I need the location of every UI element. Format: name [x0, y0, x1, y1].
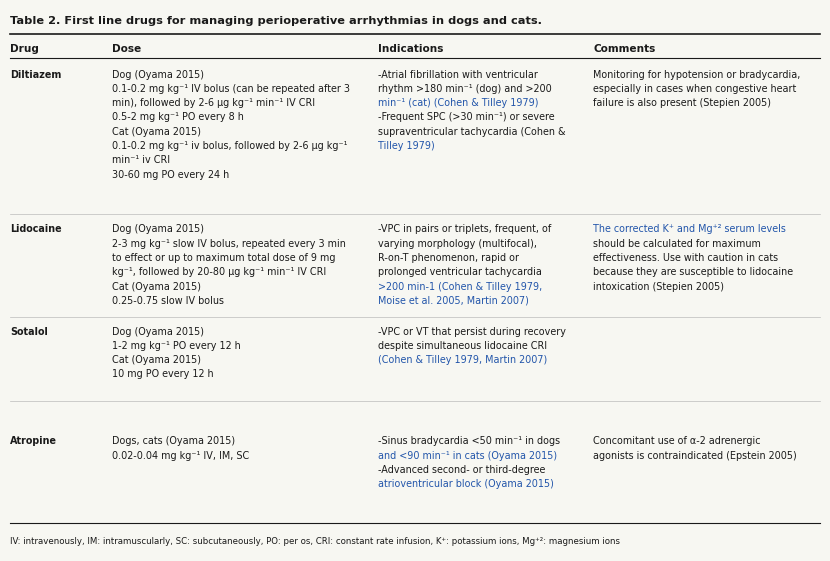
Text: -Advanced second- or third-degree: -Advanced second- or third-degree	[378, 465, 545, 475]
Text: 0.02-0.04 mg kg⁻¹ IV, IM, SC: 0.02-0.04 mg kg⁻¹ IV, IM, SC	[112, 451, 249, 461]
Text: -VPC or VT that persist during recovery: -VPC or VT that persist during recovery	[378, 327, 566, 337]
Text: varying morphology (multifocal),: varying morphology (multifocal),	[378, 239, 537, 249]
Text: R-on-T phenomenon, rapid or: R-on-T phenomenon, rapid or	[378, 253, 519, 263]
Text: to effect or up to maximum total dose of 9 mg: to effect or up to maximum total dose of…	[112, 253, 335, 263]
Text: Moise et al. 2005, Martin 2007): Moise et al. 2005, Martin 2007)	[378, 296, 529, 306]
Text: min⁻¹ iv CRI: min⁻¹ iv CRI	[112, 155, 170, 165]
Text: Cat (Oyama 2015): Cat (Oyama 2015)	[112, 282, 201, 292]
Text: Indications: Indications	[378, 44, 443, 54]
Text: 30-60 mg PO every 24 h: 30-60 mg PO every 24 h	[112, 169, 229, 180]
Text: Comments: Comments	[593, 44, 656, 54]
Text: 0.5-2 mg kg⁻¹ PO every 8 h: 0.5-2 mg kg⁻¹ PO every 8 h	[112, 112, 244, 122]
Text: Atropine: Atropine	[10, 436, 57, 447]
Text: -VPC in pairs or triplets, frequent, of: -VPC in pairs or triplets, frequent, of	[378, 224, 551, 234]
Text: failure is also present (Stepien 2005): failure is also present (Stepien 2005)	[593, 98, 771, 108]
Text: because they are susceptible to lidocaine: because they are susceptible to lidocain…	[593, 267, 793, 277]
Text: Cat (Oyama 2015): Cat (Oyama 2015)	[112, 127, 201, 137]
Text: Sotalol: Sotalol	[10, 327, 48, 337]
Text: Dose: Dose	[112, 44, 141, 54]
Text: -Atrial fibrillation with ventricular: -Atrial fibrillation with ventricular	[378, 70, 538, 80]
Text: despite simultaneous lidocaine CRI: despite simultaneous lidocaine CRI	[378, 341, 547, 351]
Text: Dog (Oyama 2015): Dog (Oyama 2015)	[112, 224, 204, 234]
Text: 10 mg PO every 12 h: 10 mg PO every 12 h	[112, 370, 213, 379]
Text: supraventricular tachycardia (Cohen &: supraventricular tachycardia (Cohen &	[378, 127, 565, 137]
Text: Concomitant use of α-2 adrenergic: Concomitant use of α-2 adrenergic	[593, 436, 761, 447]
Text: and <90 min⁻¹ in cats (Oyama 2015): and <90 min⁻¹ in cats (Oyama 2015)	[378, 451, 557, 461]
Text: -Frequent SPC (>30 min⁻¹) or severe: -Frequent SPC (>30 min⁻¹) or severe	[378, 112, 554, 122]
Text: 2-3 mg kg⁻¹ slow IV bolus, repeated every 3 min: 2-3 mg kg⁻¹ slow IV bolus, repeated ever…	[112, 239, 346, 249]
Text: especially in cases when congestive heart: especially in cases when congestive hear…	[593, 84, 797, 94]
Text: >200 min-1 (Cohen & Tilley 1979,: >200 min-1 (Cohen & Tilley 1979,	[378, 282, 542, 292]
Text: Cat (Oyama 2015): Cat (Oyama 2015)	[112, 355, 201, 365]
Text: Dog (Oyama 2015): Dog (Oyama 2015)	[112, 70, 204, 80]
Text: agonists is contraindicated (Epstein 2005): agonists is contraindicated (Epstein 200…	[593, 451, 797, 461]
Text: 1-2 mg kg⁻¹ PO every 12 h: 1-2 mg kg⁻¹ PO every 12 h	[112, 341, 241, 351]
Text: 0.25-0.75 slow IV bolus: 0.25-0.75 slow IV bolus	[112, 296, 224, 306]
Text: rhythm >180 min⁻¹ (dog) and >200: rhythm >180 min⁻¹ (dog) and >200	[378, 84, 551, 94]
Text: min), followed by 2-6 μg kg⁻¹ min⁻¹ IV CRI: min), followed by 2-6 μg kg⁻¹ min⁻¹ IV C…	[112, 98, 315, 108]
Text: kg⁻¹, followed by 20-80 μg kg⁻¹ min⁻¹ IV CRI: kg⁻¹, followed by 20-80 μg kg⁻¹ min⁻¹ IV…	[112, 267, 326, 277]
Text: Table 2. First line drugs for managing perioperative arrhythmias in dogs and cat: Table 2. First line drugs for managing p…	[10, 16, 542, 26]
Text: Diltiazem: Diltiazem	[10, 70, 61, 80]
Text: should be calculated for maximum: should be calculated for maximum	[593, 239, 761, 249]
Text: Dogs, cats (Oyama 2015): Dogs, cats (Oyama 2015)	[112, 436, 235, 447]
Text: atrioventricular block (Oyama 2015): atrioventricular block (Oyama 2015)	[378, 479, 554, 489]
Text: The corrected K⁺ and Mg⁺² serum levels: The corrected K⁺ and Mg⁺² serum levels	[593, 224, 786, 234]
Text: -Sinus bradycardia <50 min⁻¹ in dogs: -Sinus bradycardia <50 min⁻¹ in dogs	[378, 436, 559, 447]
Text: min⁻¹ (cat) (Cohen & Tilley 1979): min⁻¹ (cat) (Cohen & Tilley 1979)	[378, 98, 538, 108]
Text: intoxication (Stepien 2005): intoxication (Stepien 2005)	[593, 282, 725, 292]
Text: Tilley 1979): Tilley 1979)	[378, 141, 434, 151]
Text: effectiveness. Use with caution in cats: effectiveness. Use with caution in cats	[593, 253, 779, 263]
Text: Dog (Oyama 2015): Dog (Oyama 2015)	[112, 327, 204, 337]
Text: Lidocaine: Lidocaine	[10, 224, 61, 234]
Text: 0.1-0.2 mg kg⁻¹ IV bolus (can be repeated after 3: 0.1-0.2 mg kg⁻¹ IV bolus (can be repeate…	[112, 84, 350, 94]
Text: Monitoring for hypotension or bradycardia,: Monitoring for hypotension or bradycardi…	[593, 70, 801, 80]
Text: prolonged ventricular tachycardia: prolonged ventricular tachycardia	[378, 267, 541, 277]
Text: 0.1-0.2 mg kg⁻¹ iv bolus, followed by 2-6 μg kg⁻¹: 0.1-0.2 mg kg⁻¹ iv bolus, followed by 2-…	[112, 141, 348, 151]
Text: Drug: Drug	[10, 44, 39, 54]
Text: IV: intravenously, IM: intramuscularly, SC: subcutaneously, PO: per os, CRI: con: IV: intravenously, IM: intramuscularly, …	[10, 537, 620, 546]
Text: (Cohen & Tilley 1979, Martin 2007): (Cohen & Tilley 1979, Martin 2007)	[378, 355, 547, 365]
